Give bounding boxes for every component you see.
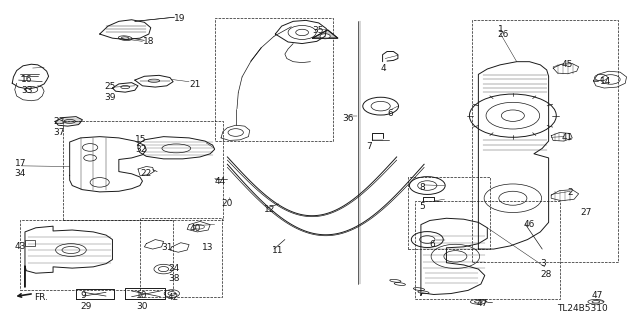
Bar xyxy=(472,20,618,262)
Bar xyxy=(25,240,35,246)
Text: 13: 13 xyxy=(202,243,213,252)
Text: 1: 1 xyxy=(497,26,503,34)
Bar xyxy=(63,122,223,220)
Text: 24
38: 24 38 xyxy=(168,263,179,283)
Text: 6: 6 xyxy=(430,240,436,249)
Text: TL24B5310: TL24B5310 xyxy=(557,304,608,313)
Bar xyxy=(214,18,333,141)
Circle shape xyxy=(320,34,330,39)
Bar xyxy=(140,218,221,297)
Text: 10
30: 10 30 xyxy=(136,291,148,310)
Text: 2: 2 xyxy=(568,188,573,197)
Polygon shape xyxy=(312,30,338,38)
Text: 14: 14 xyxy=(600,77,611,86)
Text: 26: 26 xyxy=(497,31,509,40)
Bar xyxy=(20,220,173,290)
Text: 8: 8 xyxy=(419,183,425,192)
Text: 46: 46 xyxy=(523,220,534,229)
Text: 42: 42 xyxy=(168,293,179,302)
Text: 19: 19 xyxy=(174,14,186,23)
Text: 23
37: 23 37 xyxy=(53,117,65,137)
Text: 41: 41 xyxy=(561,133,573,142)
Bar xyxy=(415,201,560,299)
Text: 18: 18 xyxy=(143,38,154,47)
Text: 45: 45 xyxy=(561,60,573,69)
Text: 44: 44 xyxy=(214,177,226,186)
Text: 25
39: 25 39 xyxy=(104,83,116,102)
Text: 21: 21 xyxy=(189,80,200,89)
Text: 20: 20 xyxy=(221,199,232,208)
Text: 17
34: 17 34 xyxy=(15,159,26,178)
Text: 36: 36 xyxy=(342,114,354,123)
Text: 47: 47 xyxy=(591,291,603,300)
Text: 31: 31 xyxy=(162,243,173,252)
Text: 6: 6 xyxy=(387,109,393,118)
Text: 5: 5 xyxy=(419,202,425,211)
Text: 3
28: 3 28 xyxy=(540,259,552,279)
Text: 16
33: 16 33 xyxy=(21,75,33,94)
Bar xyxy=(408,177,490,249)
Text: 27: 27 xyxy=(580,208,592,217)
Text: 40: 40 xyxy=(189,224,200,233)
Text: 47: 47 xyxy=(476,299,488,308)
Text: 7: 7 xyxy=(366,142,372,151)
Text: 35: 35 xyxy=(312,26,324,35)
Text: 12: 12 xyxy=(264,205,275,214)
Text: 22: 22 xyxy=(140,169,151,178)
Text: 9
29: 9 29 xyxy=(81,291,92,310)
Text: 11: 11 xyxy=(272,247,284,256)
Text: 15
32: 15 32 xyxy=(135,135,147,154)
Text: FR.: FR. xyxy=(34,293,48,302)
Text: 43: 43 xyxy=(15,242,26,251)
Text: 4: 4 xyxy=(381,64,387,73)
